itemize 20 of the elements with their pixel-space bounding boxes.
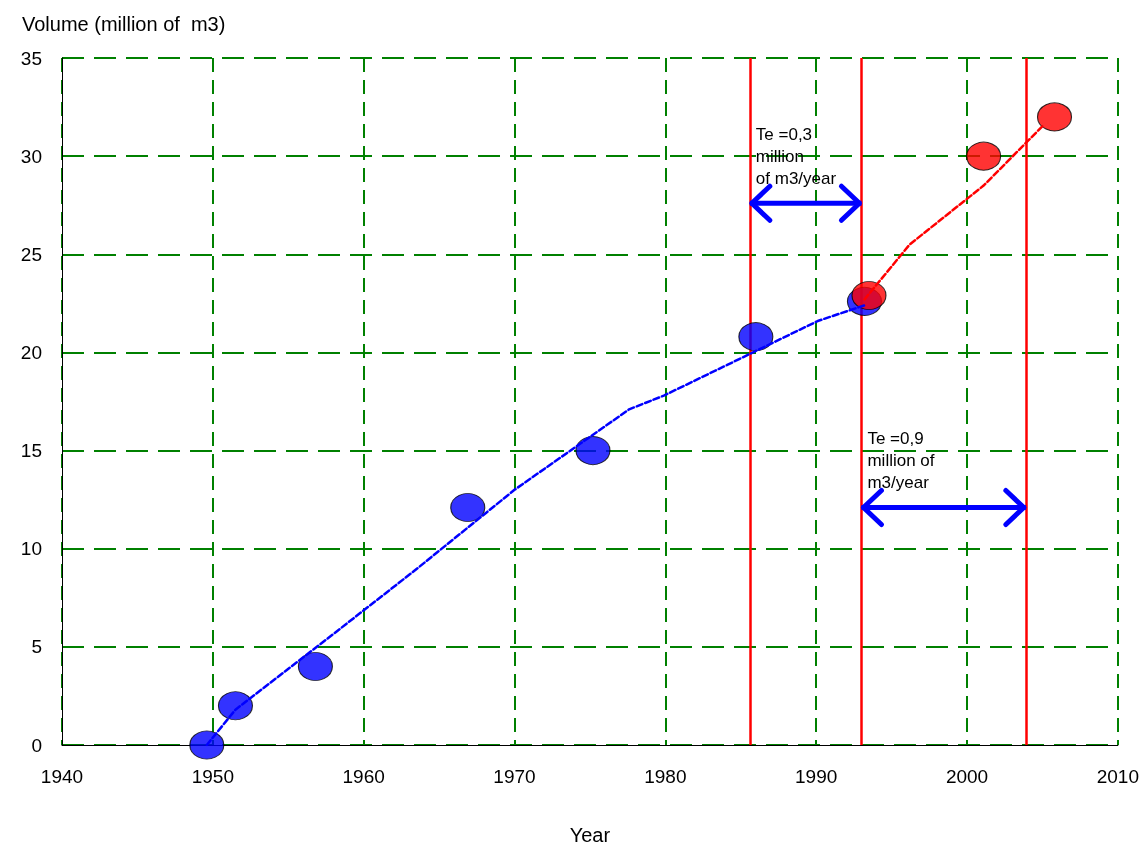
annotation: Te =0,9 million of m3/year bbox=[867, 428, 935, 492]
x-tick-label: 2000 bbox=[945, 766, 989, 787]
y-tick-label: 15 bbox=[20, 440, 42, 462]
y-tick-label: 35 bbox=[20, 47, 42, 69]
y-tick-label: 30 bbox=[20, 145, 42, 167]
y-tick-label: 10 bbox=[20, 538, 42, 560]
x-tick-label: 1960 bbox=[342, 766, 385, 787]
y-axis-title: Volume (million of m3) bbox=[22, 13, 226, 35]
y-tick-label: 0 bbox=[31, 734, 42, 756]
x-axis-title: Year bbox=[569, 824, 611, 846]
x-tick-label: 1940 bbox=[40, 766, 84, 787]
x-tick-label: 1950 bbox=[191, 766, 234, 787]
y-tick-label: 25 bbox=[20, 243, 42, 265]
x-tick-label: 1980 bbox=[644, 766, 687, 787]
y-tick-label: 20 bbox=[20, 341, 42, 363]
annotation: Te =0,3 million of m3/year bbox=[755, 124, 837, 188]
x-tick-label: 2010 bbox=[1096, 766, 1140, 787]
x-tick-label: 1990 bbox=[795, 766, 838, 787]
y-tick-label: 5 bbox=[31, 636, 42, 658]
x-tick-label: 1970 bbox=[493, 766, 536, 787]
